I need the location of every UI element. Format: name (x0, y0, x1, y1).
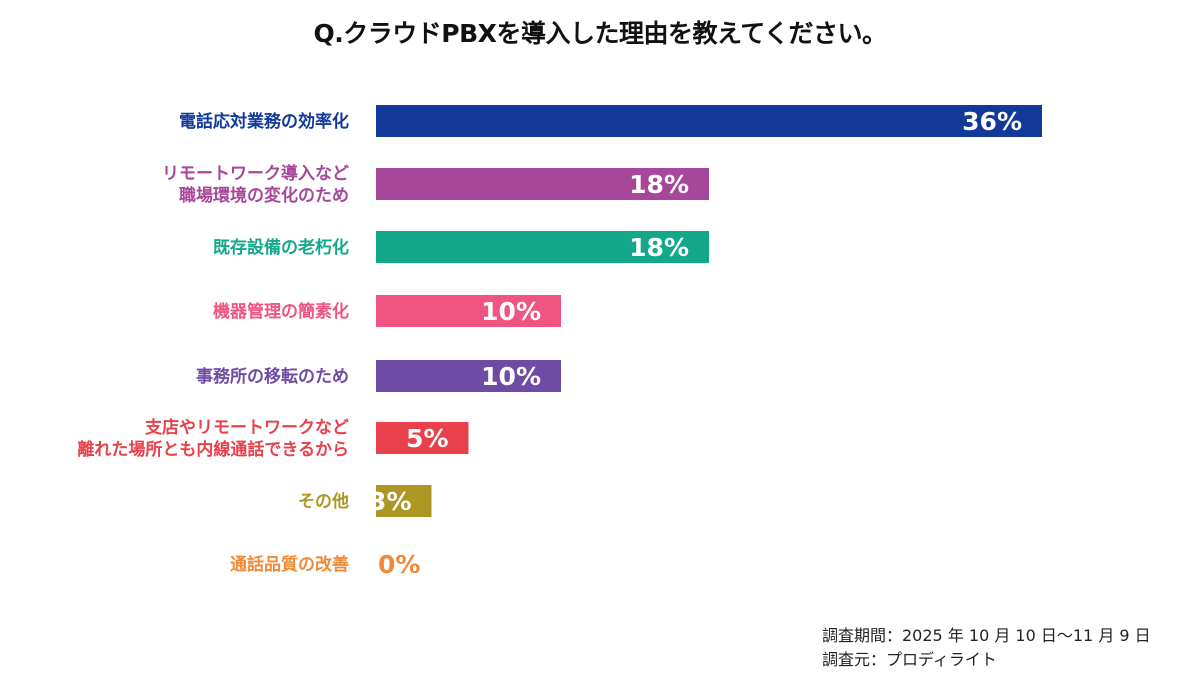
category-label: その他 (298, 491, 349, 512)
value-label: 36% (962, 107, 1022, 136)
bar (376, 360, 561, 392)
value-label: 10% (481, 297, 541, 326)
category-label: 既存設備の老朽化 (213, 237, 349, 258)
category-label: 離れた場所とも内線通話できるから (77, 439, 349, 460)
bar (376, 295, 561, 327)
category-label: 職場環境の変化のため (179, 185, 349, 206)
value-label: 0% (378, 550, 420, 579)
bar (376, 485, 432, 517)
category-label: 機器管理の簡素化 (213, 301, 349, 322)
value-label: 5% (406, 424, 448, 453)
chart-title: Q.クラウドPBXを導入した理由を教えてください。 (313, 19, 887, 48)
category-label: 電話応対業務の効率化 (179, 111, 349, 132)
bar (376, 231, 709, 263)
bar (376, 422, 469, 454)
category-label: 事務所の移転のため (196, 366, 349, 387)
survey-footer: 調査期間：2025 年 10 月 10 日〜11 月 9 日 調査元：プロディラ… (822, 624, 1151, 672)
category-label: リモートワーク導入など (162, 163, 349, 184)
category-label: 支店やリモートワークなど (145, 417, 349, 438)
value-label: 10% (481, 362, 541, 391)
survey-source: 調査元：プロディライト (822, 650, 997, 669)
value-label: 18% (629, 170, 689, 199)
bar (376, 105, 1042, 137)
value-label: 18% (629, 233, 689, 262)
value-label: 3% (369, 487, 411, 516)
bar (376, 168, 709, 200)
survey-period: 調査期間：2025 年 10 月 10 日〜11 月 9 日 (822, 626, 1151, 645)
category-label: 通話品質の改善 (230, 554, 349, 575)
